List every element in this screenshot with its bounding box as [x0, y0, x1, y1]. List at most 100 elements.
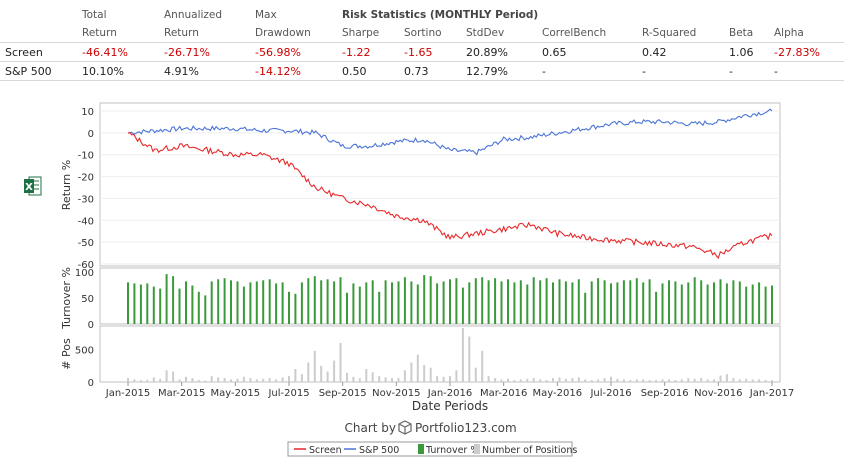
- x-tick-label: Sep-2016: [641, 388, 689, 399]
- bar: [674, 380, 677, 382]
- x-tick-label: May-2016: [533, 388, 583, 399]
- cell: -: [729, 61, 774, 81]
- bar: [571, 378, 574, 382]
- bar: [610, 376, 612, 382]
- bar: [732, 280, 735, 324]
- bar: [210, 281, 213, 324]
- y-tick-label: -50: [78, 238, 94, 249]
- bar: [706, 284, 709, 324]
- bar: [725, 283, 728, 324]
- bar: [416, 284, 419, 324]
- excel-export-icon[interactable]: X: [24, 176, 42, 196]
- return-plot-area: [99, 102, 781, 267]
- bar: [139, 380, 142, 382]
- bar: [371, 280, 374, 324]
- bar: [236, 281, 239, 324]
- col-sharpe: Sharpe: [342, 24, 404, 43]
- bar: [468, 336, 471, 382]
- table-row: Screen -46.41% -26.71% -56.98% -1.22 -1.…: [0, 42, 844, 62]
- bar: [197, 291, 200, 324]
- bar: [597, 278, 600, 324]
- bar: [217, 279, 220, 324]
- bar: [468, 282, 471, 324]
- bar: [610, 283, 612, 324]
- bar: [313, 350, 316, 382]
- bar: [378, 376, 381, 382]
- col-top-annualized: Annualized: [164, 9, 223, 21]
- bar: [693, 277, 696, 324]
- bar: [159, 288, 162, 324]
- bar: [346, 292, 348, 324]
- bar: [500, 281, 503, 324]
- bar: [384, 280, 387, 324]
- x-tick-label: Sep-2015: [319, 388, 367, 399]
- bar: [391, 378, 393, 382]
- bar: [397, 378, 400, 382]
- bar: [474, 278, 477, 324]
- bar: [294, 293, 297, 324]
- bar: [191, 378, 194, 382]
- y-tick-label: -20: [78, 173, 94, 184]
- bar: [436, 376, 439, 382]
- bar: [519, 379, 522, 382]
- bar: [648, 380, 651, 382]
- cell: 0.65: [542, 42, 642, 62]
- cell: 0.73: [404, 61, 466, 81]
- bar: [751, 379, 754, 382]
- bar: [507, 378, 509, 383]
- y-tick-label: 0: [88, 378, 94, 389]
- bar: [172, 371, 175, 382]
- bar: [165, 370, 168, 382]
- bar: [700, 378, 703, 382]
- bar: [616, 378, 619, 383]
- bar: [758, 379, 761, 382]
- bar: [281, 377, 284, 382]
- bar: [494, 378, 497, 382]
- col-stddev: StdDev: [466, 24, 542, 43]
- bar: [449, 376, 451, 382]
- bar: [764, 286, 767, 324]
- bar: [185, 376, 187, 382]
- bar: [564, 378, 567, 383]
- y-tick-label: 0: [88, 320, 94, 331]
- brand-text: Portfolio123.com: [415, 421, 517, 435]
- x-tick-label: Jul-2015: [267, 388, 309, 399]
- bar: [262, 280, 265, 324]
- bar: [687, 378, 690, 382]
- bar: [352, 283, 355, 324]
- bar: [185, 281, 187, 324]
- legend-label: Turnover %: [425, 445, 479, 456]
- row-name: Screen: [0, 42, 82, 62]
- bar: [223, 378, 226, 382]
- cell: 20.89%: [466, 42, 542, 62]
- bar: [635, 278, 638, 324]
- cell: 4.91%: [164, 61, 255, 81]
- bar: [758, 282, 761, 324]
- bar: [526, 284, 529, 324]
- bar: [461, 287, 464, 324]
- bar: [732, 378, 735, 382]
- bar: [300, 374, 303, 382]
- bar: [307, 278, 310, 324]
- turnover-plot-area: [99, 267, 781, 325]
- bar: [558, 279, 561, 324]
- bar: [519, 280, 522, 324]
- svg-text:X: X: [25, 182, 33, 193]
- col-beta: Beta: [729, 24, 774, 43]
- bar: [661, 379, 664, 382]
- bar: [700, 280, 703, 324]
- series-sp500-line: [127, 108, 773, 156]
- turnover-panel: 100 50 0 Turnover %: [60, 267, 781, 331]
- bar: [262, 378, 265, 383]
- series-screen-line: [127, 132, 773, 260]
- bar: [603, 378, 606, 382]
- bar: [693, 378, 696, 383]
- col-correlbench: CorrelBench: [542, 24, 642, 43]
- bar: [346, 372, 348, 382]
- cell: -14.12%: [255, 61, 342, 81]
- bar: [255, 379, 258, 382]
- bar: [410, 281, 413, 324]
- bar: [449, 279, 451, 324]
- y-tick-label: -30: [78, 194, 94, 205]
- x-tick-label: Jan-2016: [427, 388, 472, 399]
